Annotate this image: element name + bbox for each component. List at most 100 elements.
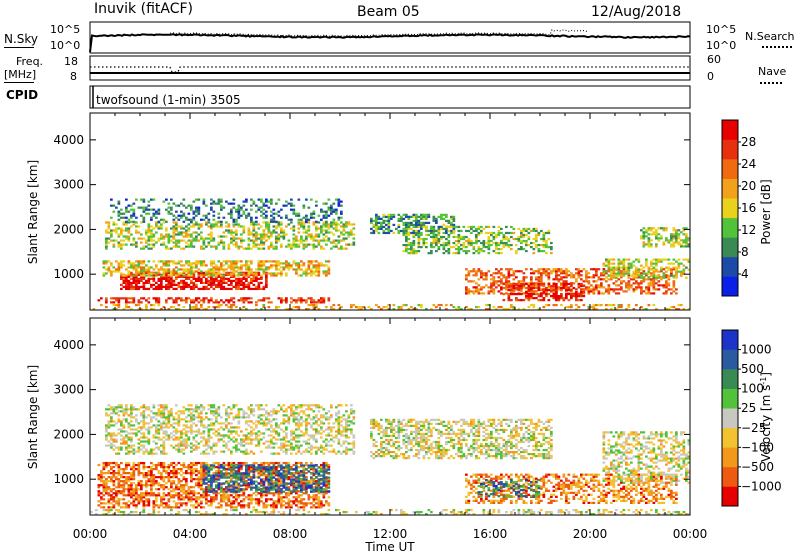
heatmap-cell [602,264,606,267]
heatmap-cell [237,208,241,211]
heatmap-cell [642,231,646,234]
heatmap-cell [332,223,336,226]
heatmap-cell [330,208,333,211]
heatmap-cell [497,233,501,237]
heatmap-cell [197,486,201,489]
heatmap-cell [182,239,186,242]
heatmap-cell [445,307,448,311]
heatmap-cell [597,268,601,271]
heatmap-cell [107,500,111,503]
heatmap-cell [640,290,643,293]
heatmap-cell [685,235,688,238]
heatmap-cell [275,264,278,267]
heatmap-cell [547,229,551,233]
heatmap-cell [545,303,548,307]
heatmap-cell [570,274,573,277]
heatmap-cell [100,502,103,505]
heatmap-cell [142,245,146,248]
heatmap-cell [497,241,501,245]
heatmap-cell [190,245,193,248]
heatmap-cell [207,500,211,503]
heatmap-cell [370,307,373,311]
heatmap-cell [167,277,171,280]
heatmap-cell [630,284,633,287]
heatmap-cell [500,274,503,277]
heatmap-cell [172,270,176,273]
heatmap-cell [272,272,276,275]
heatmap-cell [230,283,233,287]
heatmap-cell [157,285,161,289]
heatmap-cell [515,288,518,291]
heatmap-cell [135,221,138,224]
heatmap-cell [235,270,238,273]
heatmap-cell [127,486,131,489]
heatmap-cell [147,472,151,475]
heatmap-cell [407,241,411,245]
heatmap-cell [330,247,333,250]
heatmap-cell [502,235,506,239]
heatmap-cell [142,218,146,221]
heatmap-cell [242,500,246,503]
heatmap-cell [240,272,243,275]
heatmap-cell [467,292,471,295]
heatmap-cell [135,268,138,271]
heatmap-cell [580,274,583,277]
heatmap-cell [257,492,261,495]
heatmap-cell [537,250,541,253]
heatmap-cell [232,266,236,269]
heatmap-cell [320,239,323,242]
heatmap-cell [480,225,483,229]
heatmap-cell [262,484,266,487]
heatmap-cell [302,239,306,242]
heatmap-cell [310,237,313,240]
heatmap-cell [120,275,123,278]
heatmap-cell [570,290,573,293]
heatmap-cell [102,480,106,483]
heatmap-cell [190,235,193,238]
heatmap-cell [262,212,266,215]
heatmap-cell [302,272,306,275]
heatmap-cell [232,243,236,246]
heatmap-cell [660,260,663,263]
heatmap-cell [452,215,456,218]
heatmap-cell [180,272,183,275]
heatmap-cell [522,233,526,237]
heatmap-cell [515,243,518,247]
heatmap-cell [525,276,528,279]
heatmap-cell [130,271,133,274]
heatmap-cell [600,282,603,285]
heatmap-cell [107,472,111,475]
heatmap-cell [162,467,166,471]
heatmap-cell [177,218,181,221]
heatmap-cell [242,492,246,495]
heatmap-cell [535,284,538,287]
heatmap-cell [192,504,196,507]
heatmap-cell [670,243,673,246]
heatmap-cell [195,502,198,505]
heatmap-cell [175,227,178,230]
heatmap-cell [105,490,108,493]
heatmap-cell [260,200,263,203]
heatmap-cell [417,229,421,233]
heatmap-cell [327,260,331,263]
heatmap-cell [662,227,666,230]
heatmap-cell [112,498,116,501]
heatmap-cell [295,239,298,242]
heatmap-cell [492,278,496,281]
heatmap-cell [200,486,203,489]
heatmap-cell [117,299,121,302]
heatmap-cell [410,231,413,235]
heatmap-cell [417,223,421,227]
heatmap-cell [475,290,478,293]
heatmap-cell [602,286,606,289]
heatmap-cell [207,274,211,277]
heatmap-cell [205,494,208,497]
heatmap-cell [677,270,681,273]
heatmap-cell [207,225,211,228]
heatmap-cell [350,243,353,246]
heatmap-cell [187,245,191,248]
heatmap-cell [130,283,133,287]
heatmap-cell [430,231,433,235]
heatmap-cell [280,262,283,265]
heatmap-cell [130,307,133,311]
